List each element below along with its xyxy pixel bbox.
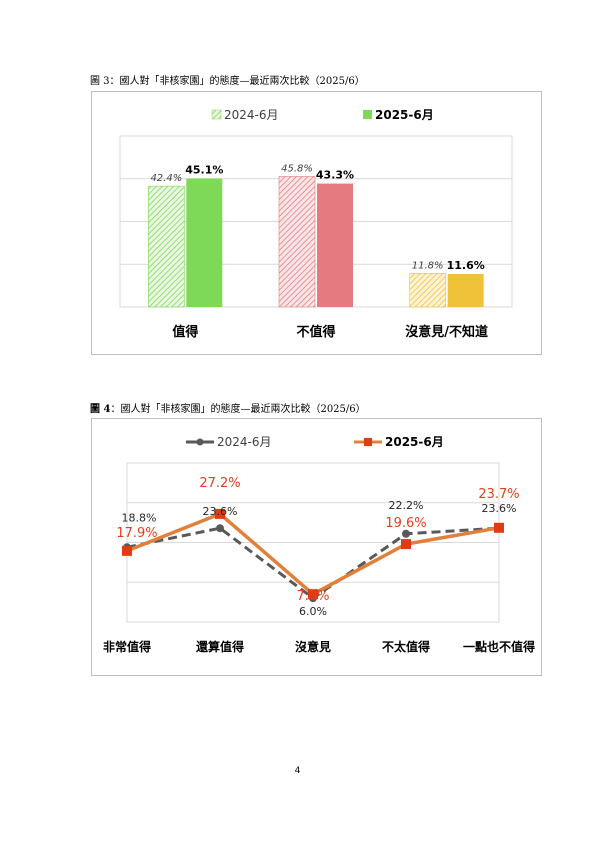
point-2025 [122,545,132,556]
bar-data-label: 43.3% [316,169,354,182]
figure3-chart-frame: 2024-6月 2025-6月 42.4% 45.1% 45.8% 43.3% 11.8… [91,91,542,355]
figure4-caption-rest: ：國人對「非核家園」的態度—最近兩次比較（2025/6） [110,404,366,415]
figure4-caption: 圖 4：國人對「非核家園」的態度—最近兩次比較（2025/6） [90,400,366,415]
bar-data-label: 11.8% [412,260,444,271]
line-legend: 2024-6月 2025-6月 [186,435,444,449]
line-data-label-2025: 7.0% [296,589,329,604]
line-data-label-2024: 23.6% [482,502,517,515]
point-2025 [215,508,225,519]
legend-marker-2025 [364,438,372,446]
line-category-label: 一點也不值得 [463,639,535,654]
legend-marker-2024 [196,438,204,446]
line-data-label-2025: 19.6% [385,516,426,531]
bar-2025-0 [186,178,223,307]
page-number: 4 [294,766,301,776]
bar-category-label: 沒意見/不知道 [405,324,488,340]
point-2024 [216,524,224,533]
line-category-label: 非常值得 [103,639,151,654]
line-category-label: 沒意見 [295,639,331,654]
legend-swatch-2025 [363,110,372,119]
line-data-label-2024: 23.6% [203,505,238,518]
bar-category-label: 不值得 [296,324,335,340]
point-2025 [308,589,318,600]
legend-label-2025: 2025-6月 [385,435,444,449]
bar-2025-1 [317,183,353,307]
line-data-label-2025: 27.2% [199,476,240,491]
legend-label-2024: 2024-6月 [217,435,272,449]
point-2025 [401,539,411,550]
line-category-label: 不太值得 [382,639,430,654]
legend-swatch-2024 [211,109,222,120]
figure4-caption-prefix: 圖 4 [90,404,111,415]
bar-chart: 2024-6月 2025-6月 42.4%45.1% 45.8% 43.3% 11.8… [119,108,513,340]
line-data-label-2024: 18.8% [122,511,157,524]
line-data-label-2025: 23.7% [478,487,519,502]
line-data-label-2024: 6.0% [299,605,327,618]
line-category-label: 還算值得 [196,639,244,654]
bar-data-label: 45.1% [185,163,223,176]
bar-data-label: 11.6% [447,259,485,272]
line-data-label-2025: 17.9% [116,526,157,541]
bar-data-label: 45.8% [281,163,313,174]
line-data-label-2024: 22.2% [389,499,424,512]
bar-2025-2 [447,273,484,307]
point-2025 [494,522,504,533]
bar-data-label: 42.4% [150,173,182,184]
figure4-chart-frame: 2024-6月 2025-6月 18.8% 23.6% 6.0% 22.2% 23.6%… [91,418,542,676]
bar-legend: 2024-6月 2025-6月 [211,108,434,122]
bar-2024-1 [278,176,316,308]
legend-label-2025: 2025-6月 [375,108,434,122]
bar-2024-2 [409,273,446,308]
legend-label-2024: 2024-6月 [224,108,279,122]
line-chart: 2024-6月 2025-6月 18.8% 23.6% 6.0% 22.2% 23.6%… [103,435,535,654]
bar-2024-0 [148,185,185,308]
bar-category-label: 值得 [172,324,198,340]
figure3-caption: 圖 3：國人對「非核家園」的態度—最近兩次比較（2025/6） [90,76,365,87]
point-2024 [402,529,410,538]
